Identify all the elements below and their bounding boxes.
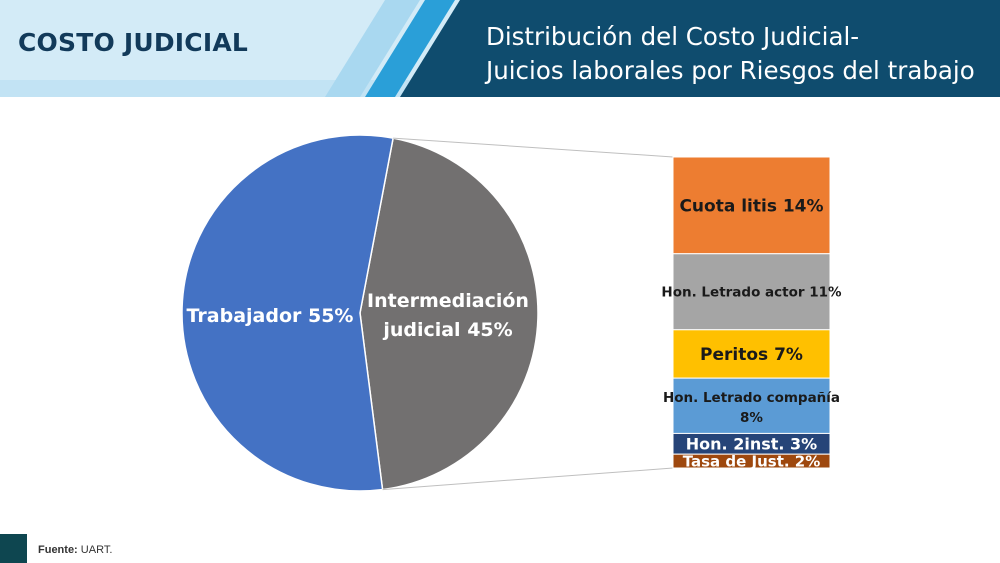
- pie-label-trabajador-55: Trabajador 55%: [187, 305, 354, 327]
- header-dark-panel: [400, 0, 1000, 97]
- slide-title: Distribución del Costo Judicial- Juicios…: [486, 20, 991, 88]
- bar-label-peritos-7: Peritos 7%: [700, 345, 803, 365]
- footer-accent-square: [0, 534, 27, 563]
- footer-source: Fuente: UART.: [38, 544, 112, 556]
- bar-label-tasa-de-just-2: Tasa de Just. 2%: [683, 452, 821, 470]
- footer-source-label: Fuente:: [38, 544, 78, 556]
- slide-title-line-1: Distribución del Costo Judicial-: [486, 22, 860, 51]
- bar-segment-cuota-litis-14: [672, 156, 831, 255]
- bar-label-hon-letrado-compania-8: Hon. Letrado compañía 8%: [663, 390, 840, 426]
- bar-label-cuota-litis-14: Cuota litis 14%: [679, 196, 823, 216]
- footer-source-value: UART.: [80, 544, 113, 556]
- header-stripe-2: [365, 0, 455, 97]
- header-background: [0, 0, 1000, 97]
- slide-title-line-2: Juicios laborales por Riesgos del trabaj…: [486, 56, 975, 85]
- pie-of-bar-chart: Trabajador 55% Intermediación judicial 45%…: [181, 134, 842, 492]
- bar-segment-hon-letrado-actor-11: [672, 253, 831, 331]
- header-stripe-1: [325, 0, 420, 97]
- section-label: COSTO JUDICIAL: [18, 28, 248, 57]
- bar-label-hon-letrado-actor-11: Hon. Letrado actor 11%: [661, 285, 842, 301]
- pie-label-intermediacion-judicial-45: Intermediación judicial 45%: [367, 290, 529, 341]
- pie-slice-intermediacion-judicial-45: [359, 137, 539, 491]
- header-banner: COSTO JUDICIAL Distribución del Costo Ju…: [0, 0, 1000, 97]
- bar-segment-peritos-7: [672, 329, 831, 379]
- connector-line-top: [393, 137, 674, 158]
- connector-line-bottom: [382, 467, 674, 491]
- bar-segment-tasa-de-just-2: [672, 453, 831, 469]
- bar-label-hon-2inst-3: Hon. 2inst. 3%: [686, 435, 817, 454]
- pie-slice-trabajador-55: [181, 134, 394, 492]
